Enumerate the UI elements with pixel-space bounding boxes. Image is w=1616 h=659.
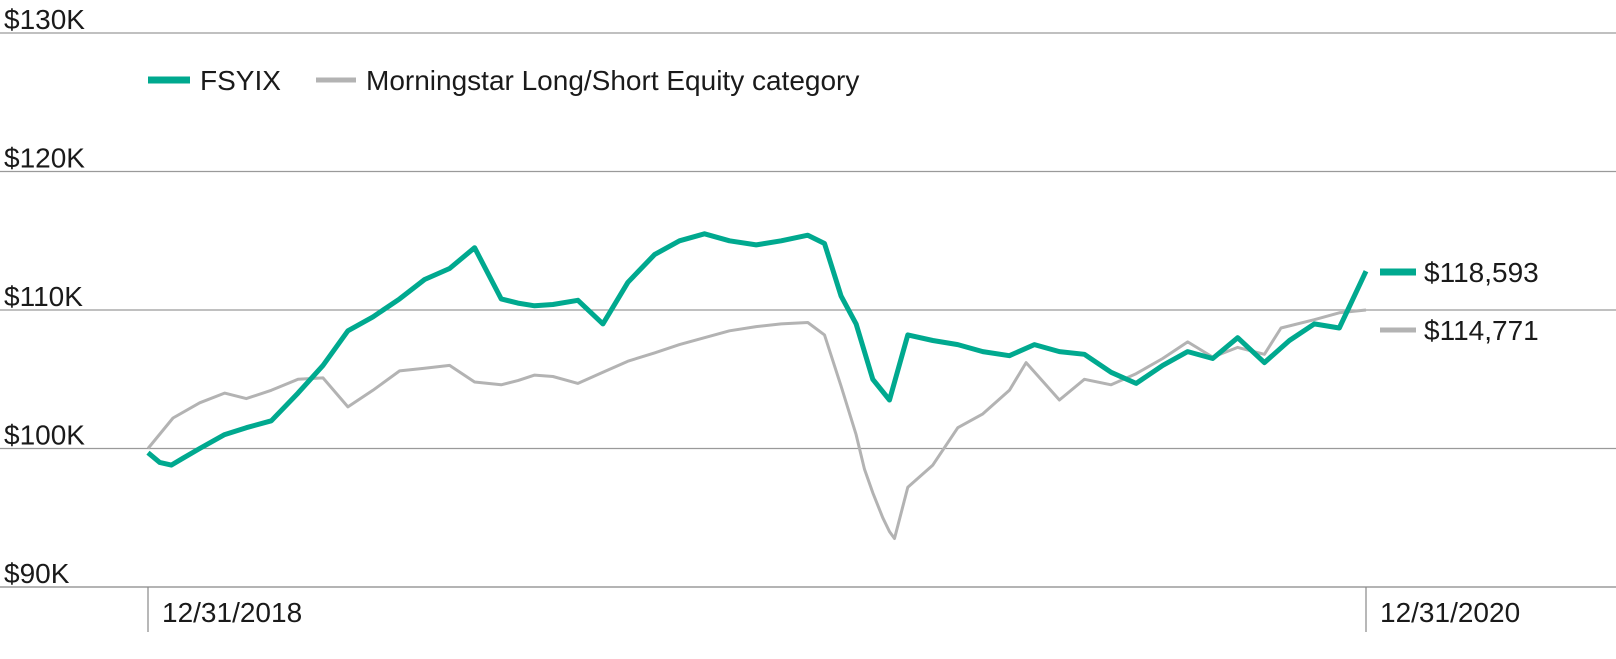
gridlines (0, 32, 1616, 588)
x-tick-label-end: 12/31/2020 (1380, 597, 1520, 628)
y-tick-label: $110K (4, 281, 83, 312)
x-axis: 12/31/2018 12/31/2020 (147, 587, 1520, 632)
series-line-fsyix (146, 231, 1369, 468)
series-line-category (146, 308, 1367, 540)
y-axis-ticks: $90K $100K $110K $120K $130K (4, 4, 85, 589)
legend-label-category: Morningstar Long/Short Equity category (366, 65, 859, 96)
y-tick-label: $120K (4, 143, 85, 174)
y-tick-label: $90K (4, 558, 70, 589)
end-value-fsyix: $118,593 (1424, 257, 1539, 288)
legend-label-fsyix: FSYIX (200, 65, 281, 96)
y-tick-label: $100K (4, 420, 85, 451)
y-tick-label: $130K (4, 4, 85, 35)
x-tick-label-start: 12/31/2018 (162, 597, 302, 628)
end-value-category: $114,771 (1424, 315, 1539, 346)
series-lines (146, 231, 1369, 540)
end-value-labels: $118,593 $114,771 (1380, 257, 1539, 346)
legend: FSYIX Morningstar Long/Short Equity cate… (148, 65, 859, 96)
